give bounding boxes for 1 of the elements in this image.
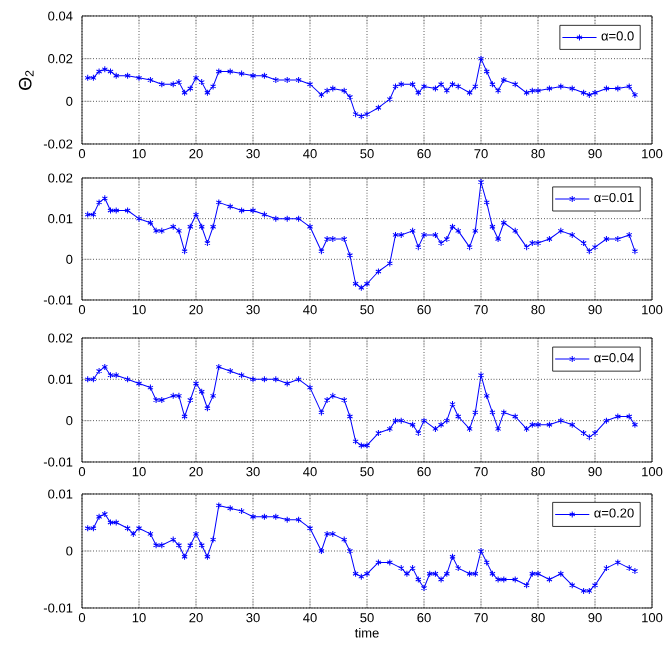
y-axis-title: Θ$_{2}$ [18, 70, 34, 90]
